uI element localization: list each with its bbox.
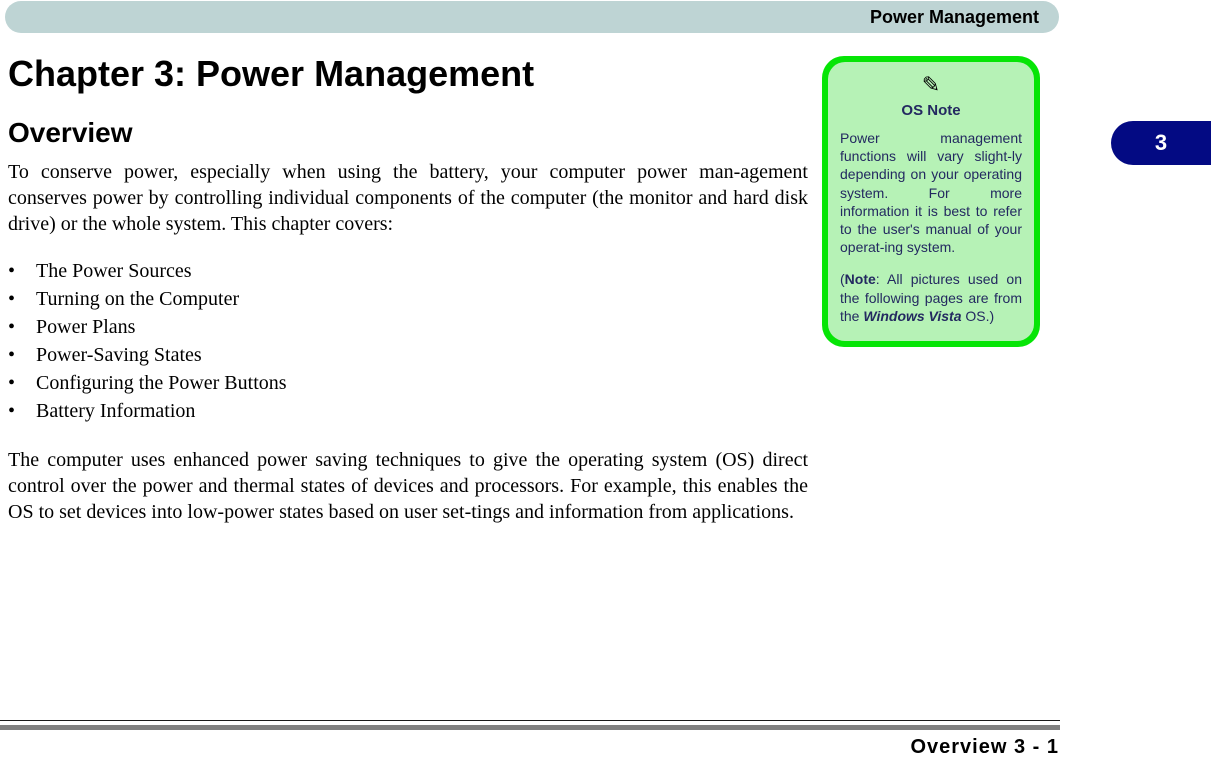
list-item-text: Power-Saving States xyxy=(36,341,202,369)
list-item-text: Power Plans xyxy=(36,313,135,341)
closing-paragraph: The computer uses enhanced power saving … xyxy=(8,447,808,525)
page-tab: 3 xyxy=(1111,121,1211,165)
list-item: •Turning on the Computer xyxy=(8,285,808,313)
list-item-text: The Power Sources xyxy=(36,257,192,285)
page-tab-number: 3 xyxy=(1155,130,1167,156)
note-box: ✎ OS Note Power management functions wil… xyxy=(822,56,1040,347)
intro-paragraph: To conserve power, especially when using… xyxy=(8,159,808,237)
list-item: •Power Plans xyxy=(8,313,808,341)
header-bar: Power Management xyxy=(5,1,1059,33)
note-inner: ✎ OS Note Power management functions wil… xyxy=(828,62,1034,341)
list-item-text: Turning on the Computer xyxy=(36,285,239,313)
pencil-icon: ✎ xyxy=(840,72,1022,98)
footer-divider xyxy=(0,720,1060,730)
list-item-text: Battery Information xyxy=(36,397,195,425)
note-title: OS Note xyxy=(840,102,1022,119)
list-item: •Battery Information xyxy=(8,397,808,425)
list-item-text: Configuring the Power Buttons xyxy=(36,369,287,397)
list-item: •Power-Saving States xyxy=(8,341,808,369)
bullet-list: •The Power Sources •Turning on the Compu… xyxy=(8,257,808,425)
note-body-2: (Note: All pictures used on the followin… xyxy=(840,270,1022,325)
header-title: Power Management xyxy=(870,7,1039,28)
list-item: •Configuring the Power Buttons xyxy=(8,369,808,397)
footer-text: Overview 3 - 1 xyxy=(910,736,1059,759)
list-item: •The Power Sources xyxy=(8,257,808,285)
note-body-1: Power management functions will vary sli… xyxy=(840,129,1022,256)
